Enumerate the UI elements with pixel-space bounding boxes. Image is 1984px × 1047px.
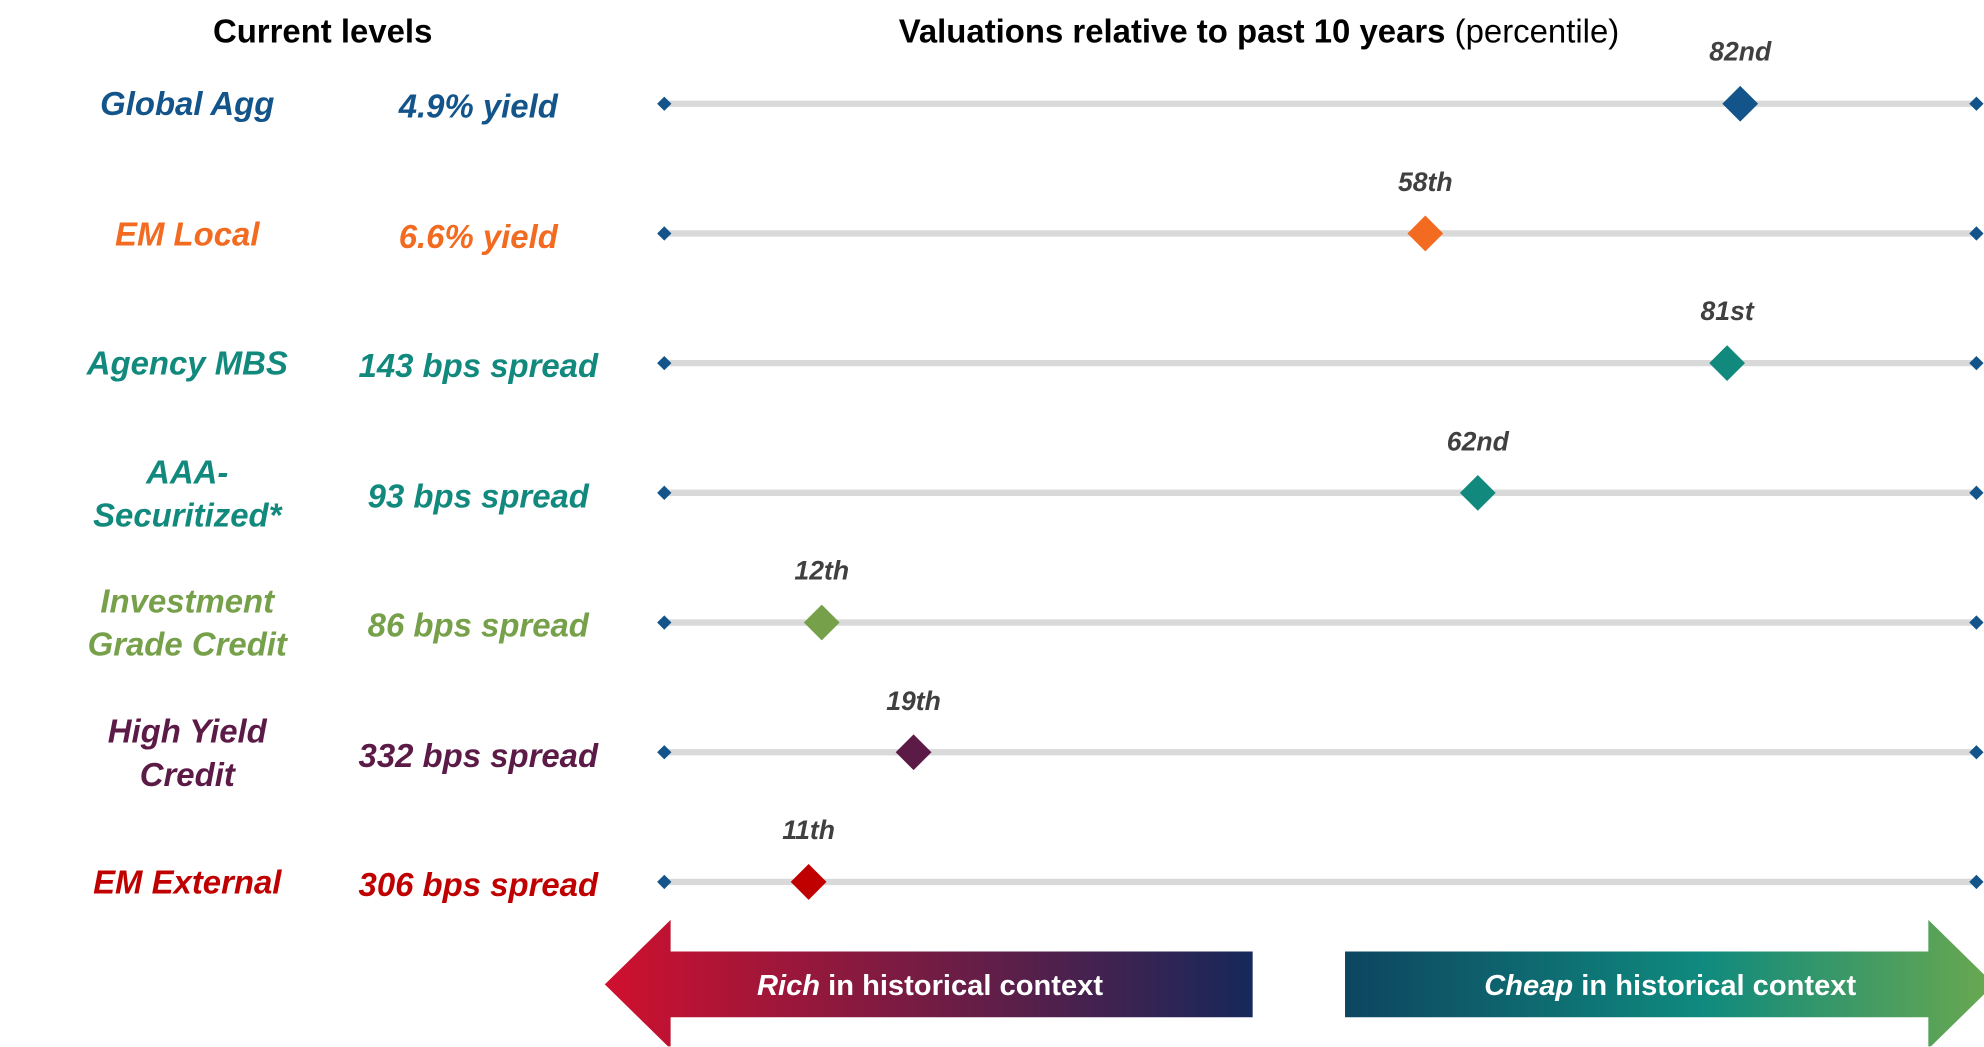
category-label: High Yield Credit	[107, 711, 267, 793]
track-end	[1969, 485, 1984, 500]
track-end	[1969, 615, 1984, 630]
category-label: EM Local	[115, 214, 260, 253]
value-label: 82nd	[1709, 37, 1772, 68]
track-end	[657, 745, 672, 760]
marker	[1722, 85, 1759, 122]
level-label: 306 bps spread	[358, 865, 599, 904]
marker	[1459, 474, 1496, 511]
marker	[1709, 345, 1746, 382]
track-end	[657, 355, 672, 371]
column-header: Current levels	[212, 12, 433, 50]
level-label: 86 bps spread	[367, 606, 589, 645]
track-end	[657, 226, 672, 241]
category-label: Global Agg	[100, 84, 275, 123]
cheap-text: in historical context	[1581, 968, 1857, 1002]
marker	[1407, 215, 1444, 252]
level-label: 6.6% yield	[398, 217, 558, 255]
track-end	[657, 485, 672, 500]
value-label: 19th	[886, 686, 941, 716]
rich-text: in historical context	[828, 968, 1104, 1002]
value-label: 12th	[794, 556, 850, 586]
value-label: 62nd	[1446, 427, 1509, 457]
marker	[895, 734, 932, 771]
title-note: (percentile)	[1454, 12, 1620, 50]
track-end	[1969, 874, 1984, 890]
cheap-emphasis: Cheap	[1484, 968, 1574, 1002]
rich-label: Rich in historical context	[757, 969, 1103, 1003]
level-label: 143 bps spread	[358, 346, 599, 385]
title: Valuations relative to past 10 years	[898, 12, 1446, 50]
track-end	[657, 96, 672, 111]
track-end	[1969, 745, 1984, 760]
level-label: 332 bps spread	[358, 735, 599, 774]
category-label: EM External	[93, 862, 282, 901]
track-end	[657, 615, 672, 630]
category-label: Investment Grade Credit	[87, 582, 287, 664]
value-label: 58th	[1397, 167, 1453, 197]
level-label: 93 bps spread	[367, 476, 589, 515]
chart-title: Valuations relative to past 10 years (pe…	[899, 12, 1619, 51]
category-label: AAA-Securitized*	[93, 452, 282, 534]
cheap-label: Cheap in historical context	[1484, 969, 1856, 1003]
marker	[803, 604, 840, 641]
track-end	[1969, 96, 1984, 111]
level-label: 4.9% yield	[398, 87, 558, 126]
value-label: 11th	[782, 816, 835, 846]
track-end	[657, 874, 672, 890]
rich-emphasis: Rich	[756, 968, 821, 1002]
marker	[790, 864, 827, 900]
track-end	[1969, 226, 1984, 241]
track-end	[1969, 355, 1984, 371]
category-label: Agency MBS	[86, 344, 288, 383]
value-label: 81st	[1700, 297, 1754, 327]
